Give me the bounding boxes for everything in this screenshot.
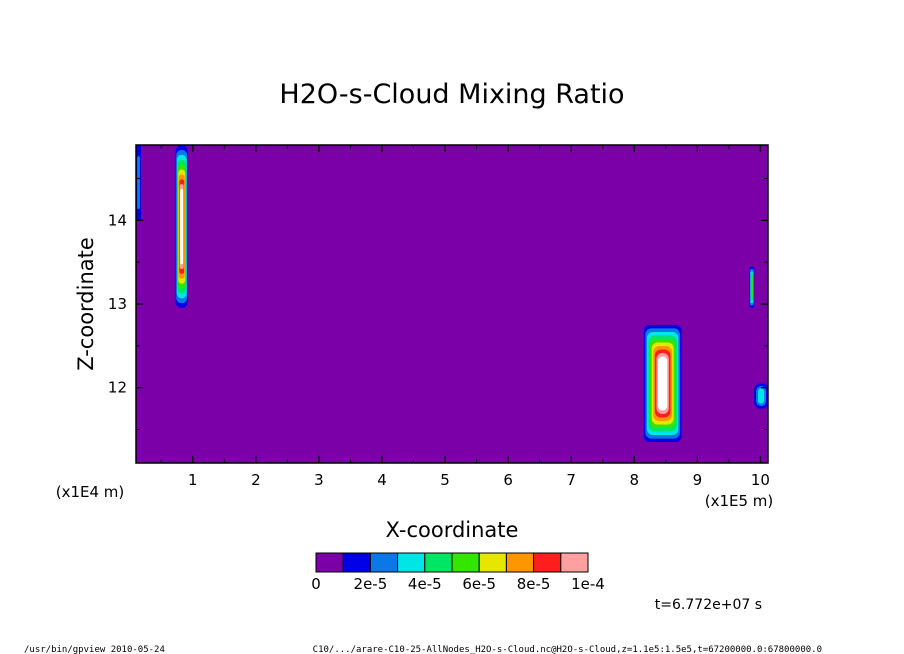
x-tick-label: 1 (188, 471, 198, 489)
footer-left: /usr/bin/gpview 2010-05-24 (24, 645, 165, 654)
x-tick-label: 8 (630, 471, 640, 489)
x-tick-label: 4 (377, 471, 387, 489)
y-axis-label: Z-coordinate (74, 237, 98, 371)
colorbar-swatch (342, 552, 371, 573)
colorbar-swatch (369, 552, 399, 573)
footer-right: C10/.../arare-C10-25-AllNodes_H2O-s-Clou… (313, 645, 822, 654)
x-tick-label: 6 (503, 471, 513, 489)
x-tick-label: 3 (314, 471, 324, 489)
cloud-feature (136, 145, 142, 221)
cloud-contour (758, 388, 765, 404)
cloud-feature (643, 324, 682, 443)
colorbar-swatch (478, 552, 507, 573)
cloud-contour (137, 156, 140, 210)
colorbar-label: 2e-5 (354, 575, 388, 593)
plot-area (136, 145, 768, 463)
x-axis-label: X-coordinate (386, 518, 519, 542)
cloud-contour (658, 356, 668, 411)
cloud-contour (180, 189, 184, 265)
time-label: t=6.772e+07 s (655, 597, 762, 613)
x-tick-label: 7 (566, 471, 576, 489)
colorbar-label: 0 (311, 575, 321, 593)
x-axis-unit: (x1E5 m) (705, 492, 774, 510)
cloud-feature (749, 266, 755, 309)
y-axis-unit: (x1E4 m) (56, 483, 125, 501)
colorbar-swatch (533, 552, 562, 573)
colorbar-swatch (424, 552, 453, 573)
colorbar-label: 4e-5 (408, 575, 442, 593)
chart-title: H2O-s-Cloud Mixing Ratio (279, 79, 624, 110)
colorbar-swatch (315, 552, 344, 573)
colorbar-label: 1e-4 (571, 575, 605, 593)
colorbar-swatch (451, 552, 480, 573)
y-tick-label: 12 (108, 379, 127, 397)
x-tick-label: 5 (440, 471, 450, 489)
colorbar-label: 6e-5 (462, 575, 496, 593)
y-tick-label: 14 (108, 211, 127, 229)
colorbar-swatch (505, 552, 535, 573)
cloud-feature (754, 383, 768, 409)
colorbar-label: 8e-5 (517, 575, 551, 593)
colorbar-swatch (397, 552, 426, 573)
x-tick-label: 10 (751, 471, 770, 489)
colorbar-swatch (560, 552, 589, 573)
x-tick-label: 9 (693, 471, 703, 489)
y-tick-label: 13 (108, 295, 127, 313)
x-tick-label: 2 (251, 471, 261, 489)
cloud-feature (175, 145, 188, 309)
cloud-contour (751, 276, 753, 299)
colorbar: 0 2e-5 4e-5 6e-5 8e-5 1e-4 (311, 552, 605, 593)
